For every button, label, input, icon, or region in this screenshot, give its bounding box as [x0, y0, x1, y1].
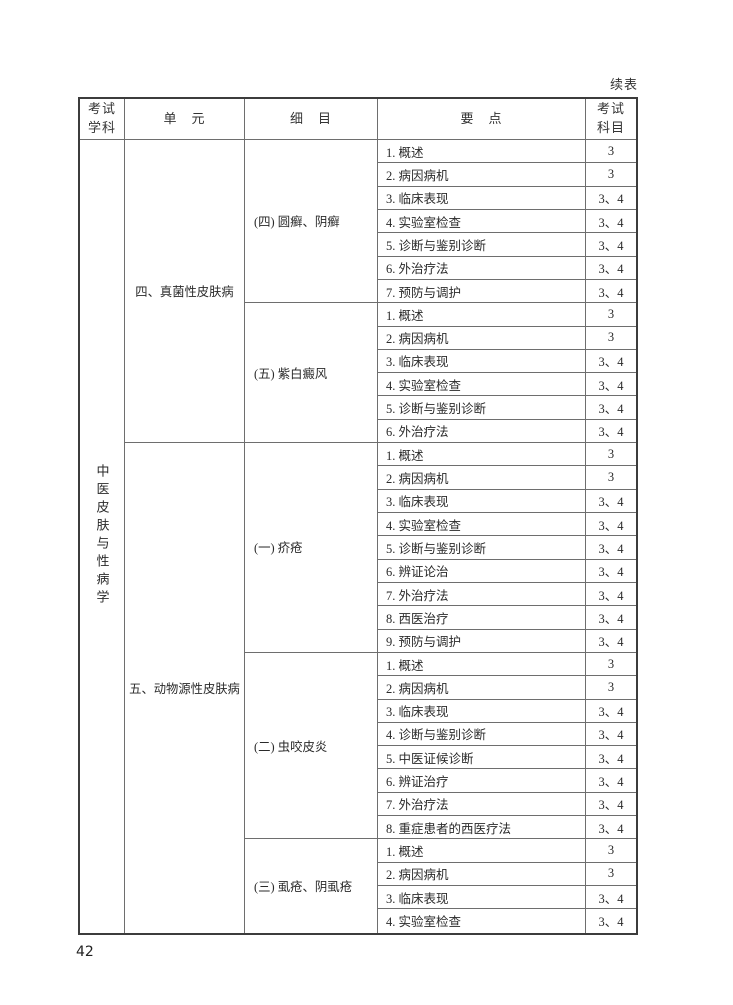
point-cell-1-1-3: 4. 诊断与鉴别诊断 [378, 722, 586, 747]
score-cell-1-1-0: 3 [586, 653, 636, 677]
score-cell-0-0-5: 3、4 [586, 257, 636, 280]
point-cell-1-1-2: 3. 临床表现 [378, 699, 586, 723]
score-cell-1-1-2: 3、4 [586, 700, 636, 723]
score-cell-1-1-6: 3、4 [586, 793, 636, 817]
point-cell-0-0-2: 3. 临床表现 [378, 186, 586, 210]
header-unit: 单 元 [125, 99, 245, 140]
score-cell-1-2-1: 3 [586, 863, 636, 886]
score-cell-1-1-5: 3、4 [586, 769, 636, 793]
point-cell-0-1-0: 1. 概述 [378, 303, 586, 327]
score-cell-0-1-5: 3、4 [586, 420, 636, 444]
point-cell-1-0-5: 6. 辨证论治 [378, 559, 586, 583]
score-cell-0-0-4: 3、4 [586, 233, 636, 257]
score-cell-1-2-0: 3 [586, 839, 636, 863]
point-cell-1-1-5: 6. 辨证治疗 [378, 769, 586, 793]
header-detail: 细 目 [245, 99, 378, 140]
detail-cell-1-1: (二) 虫咬皮炎 [245, 652, 378, 840]
point-cell-0-1-1: 2. 病因病机 [378, 326, 586, 350]
score-cell-1-0-3: 3、4 [586, 513, 636, 537]
point-cell-1-1-6: 7. 外治疗法 [378, 792, 586, 817]
score-cell-1-0-2: 3、4 [586, 490, 636, 513]
point-cell-1-2-2: 3. 临床表现 [378, 886, 586, 910]
score-cell-1-0-4: 3、4 [586, 536, 636, 560]
point-cell-1-2-0: 1. 概述 [378, 839, 586, 863]
detail-cell-1-2: (三) 虱疮、阴虱疮 [245, 839, 378, 933]
score-cell-1-2-3: 3、4 [598, 915, 624, 930]
score-cell-0-1-3: 3、4 [586, 373, 636, 397]
score-cell-1-1-1: 3 [586, 676, 636, 700]
point-cell-1-0-4: 5. 诊断与鉴别诊断 [378, 536, 586, 560]
score-cell-0-0-0: 3 [586, 140, 636, 164]
score-cell-1-0-1: 3 [586, 466, 636, 490]
point-cell-0-1-5: 6. 外治疗法 [378, 419, 586, 444]
point-cell-1-1-4: 5. 中医证候诊断 [378, 746, 586, 770]
point-cell-1-1-7: 8. 重症患者的西医疗法 [378, 816, 586, 840]
point-cell-0-0-3: 4. 实验室检查 [378, 209, 586, 234]
page-number: 42 [76, 944, 94, 960]
point-cell-1-1-1: 2. 病因病机 [378, 676, 586, 700]
score-cell-1-0-0: 3 [586, 443, 636, 467]
score-cell-1-1-4: 3、4 [586, 746, 636, 770]
point-cell-0-0-6: 7. 预防与调护 [378, 279, 586, 304]
point-cell-0-1-2: 3. 临床表现 [378, 349, 586, 374]
unit-cell-0: 四、真菌性皮肤病 [125, 140, 245, 444]
score-cell-0-0-3: 3、4 [586, 210, 636, 234]
header-points: 要 点 [378, 99, 586, 140]
score-cell-1-0-5: 3、4 [586, 560, 636, 583]
point-cell-1-0-0: 1. 概述 [378, 443, 586, 467]
score-cell-0-0-6: 3、4 [586, 280, 636, 304]
point-cell-0-1-4: 5. 诊断与鉴别诊断 [378, 396, 586, 420]
header-exam-subjects-number: 考试 科目 [586, 99, 636, 140]
point-cell-0-1-3: 4. 实验室检查 [378, 373, 586, 397]
detail-cell-0-0: (四) 圆癣、阴癣 [245, 140, 378, 304]
score-cell-1-0-8: 3、4 [586, 630, 636, 653]
score-cell-1-1-3: 3、4 [586, 723, 636, 747]
point-cell-1-0-3: 4. 实验室检查 [378, 513, 586, 537]
point-cell-1-1-0: 1. 概述 [378, 652, 586, 677]
score-cell-1-2-2: 3、4 [586, 886, 636, 910]
point-cell-0-0-4: 5. 诊断与鉴别诊断 [378, 233, 586, 257]
point-cell-0-0-1: 2. 病因病机 [378, 163, 586, 187]
syllabus-table: 考试 学科 单 元 细 目 要 点 考试 科目 中医皮肤与性病学 四、真菌性皮肤病… [78, 97, 638, 935]
exam-subject-cell: 中医皮肤与性病学 [80, 140, 125, 933]
point-cell-1-0-1: 2. 病因病机 [378, 466, 586, 490]
point-cell-1-0-8: 9. 预防与调护 [378, 629, 586, 653]
score-cell-0-1-1: 3 [586, 327, 636, 350]
point-cell-1-2-1: 2. 病因病机 [378, 862, 586, 886]
score-cell-1-0-6: 3、4 [586, 583, 636, 607]
score-cell-1-1-7: 3、4 [586, 816, 636, 840]
point-cell-1-2-3: 4. 实验室检查 [378, 909, 586, 933]
continued-table-label: 续表 [609, 77, 638, 92]
point-cell-0-0-0: 1. 概述 [378, 140, 586, 164]
point-cell-0-0-5: 6. 外治疗法 [378, 256, 586, 280]
score-cell-1-0-7: 3、4 [586, 606, 636, 630]
point-cell-1-0-6: 7. 外治疗法 [378, 582, 586, 607]
score-cell-0-1-2: 3、4 [586, 350, 636, 374]
point-cell-1-0-7: 8. 西医治疗 [378, 606, 586, 630]
header-exam-subject: 考试 学科 [80, 99, 125, 140]
score-cell-0-1-4: 3、4 [586, 396, 636, 420]
unit-cell-1: 五、动物源性皮肤病 [125, 443, 245, 933]
score-cell-0-0-1: 3 [586, 163, 636, 187]
detail-cell-0-1: (五) 紫白癜风 [245, 303, 378, 444]
score-cell-0-0-2: 3、4 [586, 187, 636, 210]
point-cell-1-0-2: 3. 临床表现 [378, 489, 586, 513]
detail-cell-1-0: (一) 疥疮 [245, 443, 378, 653]
score-cell-0-1-0: 3 [586, 303, 636, 327]
